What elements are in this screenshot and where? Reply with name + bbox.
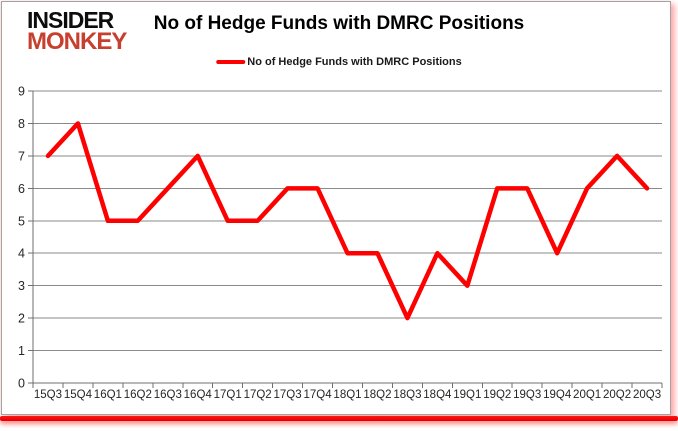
- axes: [28, 90, 663, 388]
- svg-text:20Q2: 20Q2: [603, 389, 631, 401]
- svg-text:18Q2: 18Q2: [363, 389, 391, 401]
- chart-card: [1, 1, 671, 415]
- legend-label: No of Hedge Funds with DMRC Positions: [247, 56, 462, 68]
- y-axis-labels: 0 1 2 3 4 5 6 7 8 9: [18, 85, 25, 391]
- svg-text:16Q1: 16Q1: [94, 389, 122, 401]
- svg-text:19Q2: 19Q2: [483, 389, 511, 401]
- svg-text:9: 9: [18, 85, 25, 99]
- gridlines: [33, 90, 662, 384]
- x-axis-labels: 15Q3 15Q4 16Q1 16Q2 16Q3 16Q4 17Q1 17Q2 17Q3 17Q4…: [34, 389, 661, 401]
- chart-title: No of Hedge Funds with DMRC Positions: [153, 13, 525, 34]
- svg-text:5: 5: [18, 214, 25, 228]
- svg-text:15Q3: 15Q3: [34, 389, 62, 401]
- svg-text:20Q3: 20Q3: [633, 389, 661, 401]
- insider-monkey-logo: INSIDER MONKEY: [27, 7, 127, 56]
- svg-text:16Q3: 16Q3: [154, 389, 182, 401]
- svg-text:18Q4: 18Q4: [423, 389, 452, 401]
- svg-text:0: 0: [18, 377, 25, 391]
- svg-text:8: 8: [18, 117, 25, 131]
- series-line: [45, 121, 650, 321]
- legend: No of Hedge Funds with DMRC Positions: [216, 56, 462, 68]
- bottom-red-bar: [0, 416, 678, 421]
- legend-line-swatch: [216, 60, 246, 64]
- logo-text-insider: INSIDER: [27, 7, 114, 33]
- svg-text:17Q1: 17Q1: [214, 389, 242, 401]
- svg-text:16Q4: 16Q4: [184, 389, 213, 401]
- svg-text:4: 4: [18, 247, 25, 261]
- svg-text:17Q4: 17Q4: [303, 389, 332, 401]
- svg-text:16Q2: 16Q2: [124, 389, 152, 401]
- svg-text:1: 1: [18, 344, 25, 358]
- svg-text:20Q1: 20Q1: [573, 389, 601, 401]
- svg-text:7: 7: [18, 149, 25, 163]
- svg-text:19Q1: 19Q1: [453, 389, 481, 401]
- svg-text:18Q1: 18Q1: [333, 389, 361, 401]
- svg-text:17Q3: 17Q3: [274, 389, 302, 401]
- svg-text:15Q4: 15Q4: [64, 389, 93, 401]
- svg-text:2: 2: [18, 312, 25, 326]
- svg-text:19Q4: 19Q4: [543, 389, 572, 401]
- svg-text:18Q3: 18Q3: [393, 389, 421, 401]
- svg-text:6: 6: [18, 182, 25, 196]
- svg-text:19Q3: 19Q3: [513, 389, 541, 401]
- logo-text-monkey: MONKEY: [27, 28, 127, 56]
- svg-text:3: 3: [18, 279, 25, 293]
- svg-text:17Q2: 17Q2: [244, 389, 272, 401]
